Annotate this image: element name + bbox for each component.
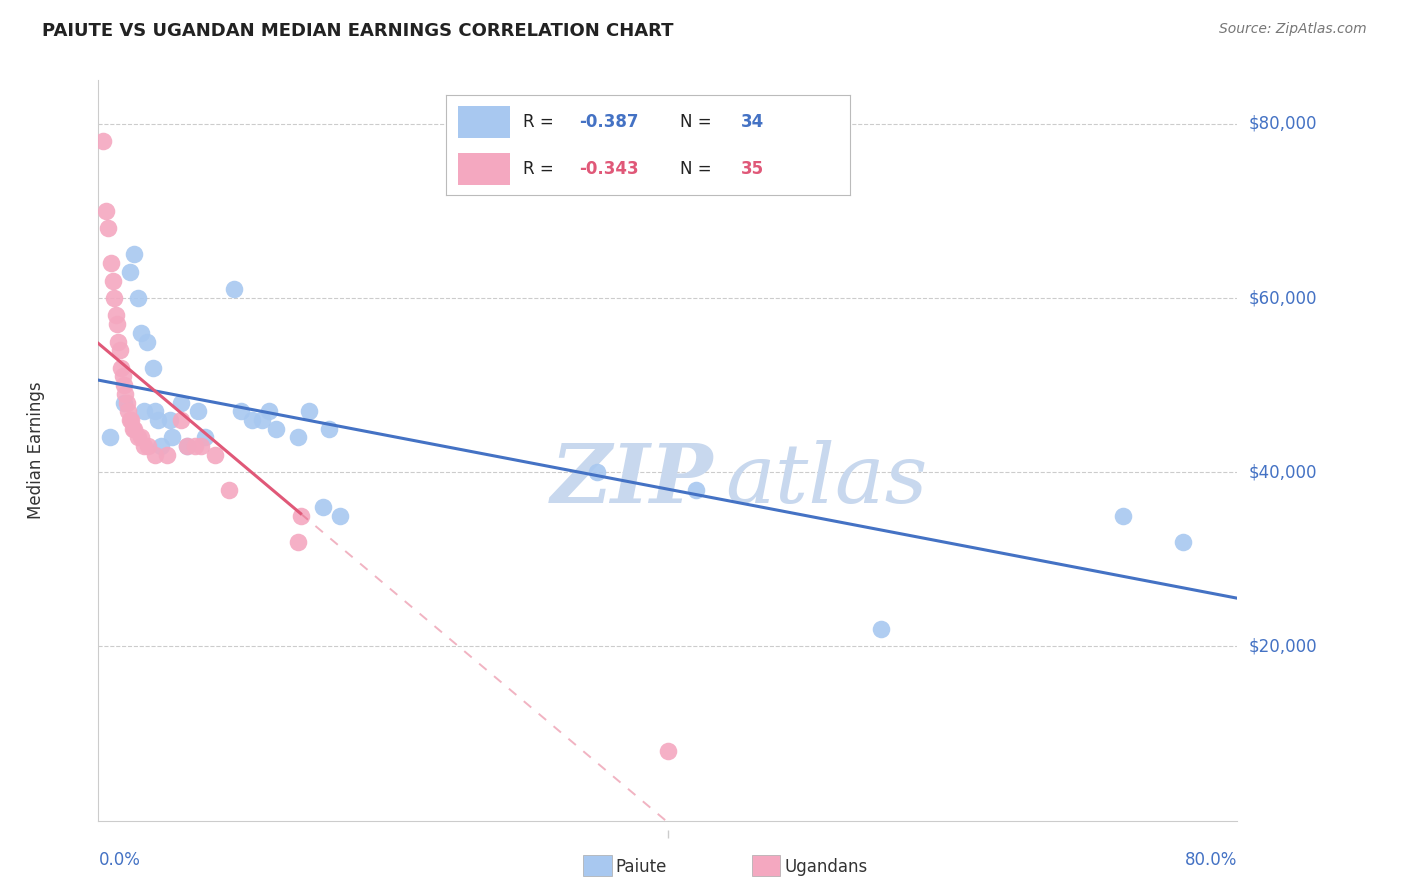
- Point: [159, 413, 181, 427]
- Text: 0.0%: 0.0%: [98, 851, 141, 869]
- Point: [105, 317, 128, 331]
- Point: [141, 360, 163, 375]
- Point: [162, 430, 184, 444]
- Point: [114, 387, 136, 401]
- Point: [120, 413, 142, 427]
- Point: [229, 404, 252, 418]
- Point: [176, 439, 198, 453]
- Text: 80.0%: 80.0%: [1185, 851, 1237, 869]
- Point: [187, 404, 209, 418]
- Point: [170, 413, 193, 427]
- Point: [204, 448, 226, 462]
- Text: Ugandans: Ugandans: [785, 858, 868, 876]
- Point: [685, 483, 707, 497]
- Point: [94, 203, 117, 218]
- Text: Paiute: Paiute: [616, 858, 668, 876]
- Point: [110, 360, 132, 375]
- Point: [121, 422, 143, 436]
- Point: [136, 439, 159, 453]
- Point: [218, 483, 240, 497]
- Point: [127, 291, 149, 305]
- Point: [150, 439, 173, 453]
- Text: Source: ZipAtlas.com: Source: ZipAtlas.com: [1219, 22, 1367, 37]
- Point: [98, 430, 121, 444]
- Point: [127, 430, 149, 444]
- Point: [266, 422, 288, 436]
- Point: [156, 448, 179, 462]
- Point: [118, 265, 141, 279]
- Point: [118, 413, 141, 427]
- Point: [145, 448, 167, 462]
- Point: [287, 535, 309, 549]
- Point: [145, 404, 167, 418]
- Point: [135, 334, 157, 349]
- Point: [108, 343, 131, 358]
- Point: [132, 404, 155, 418]
- Point: [112, 378, 135, 392]
- Point: [329, 508, 352, 523]
- Point: [657, 744, 679, 758]
- Text: ZIP: ZIP: [551, 440, 713, 520]
- Text: $80,000: $80,000: [1249, 115, 1317, 133]
- Point: [122, 422, 145, 436]
- Point: [290, 508, 312, 523]
- Point: [870, 622, 893, 636]
- Point: [132, 439, 155, 453]
- Text: PAIUTE VS UGANDAN MEDIAN EARNINGS CORRELATION CHART: PAIUTE VS UGANDAN MEDIAN EARNINGS CORREL…: [42, 22, 673, 40]
- Point: [298, 404, 321, 418]
- Point: [122, 247, 145, 261]
- Point: [176, 439, 198, 453]
- Point: [170, 395, 193, 409]
- Text: $60,000: $60,000: [1249, 289, 1317, 307]
- Point: [250, 413, 273, 427]
- Point: [585, 465, 607, 479]
- Point: [190, 439, 212, 453]
- Point: [112, 395, 135, 409]
- Point: [104, 309, 127, 323]
- Point: [107, 334, 129, 349]
- Point: [312, 500, 335, 514]
- Text: Median Earnings: Median Earnings: [27, 382, 45, 519]
- Point: [103, 291, 125, 305]
- Point: [1112, 508, 1135, 523]
- Point: [115, 395, 138, 409]
- Point: [287, 430, 309, 444]
- Point: [240, 413, 263, 427]
- Point: [101, 274, 124, 288]
- Text: $40,000: $40,000: [1249, 463, 1317, 482]
- Text: $20,000: $20,000: [1249, 638, 1317, 656]
- Point: [111, 369, 134, 384]
- Point: [184, 439, 207, 453]
- Point: [100, 256, 122, 270]
- Point: [117, 404, 139, 418]
- Point: [222, 282, 245, 296]
- Point: [318, 422, 340, 436]
- Point: [97, 221, 120, 235]
- Point: [1173, 535, 1195, 549]
- Text: atlas: atlas: [725, 440, 927, 520]
- Point: [129, 430, 152, 444]
- Point: [129, 326, 152, 340]
- Point: [148, 413, 170, 427]
- Point: [259, 404, 281, 418]
- Point: [91, 134, 114, 148]
- Point: [194, 430, 217, 444]
